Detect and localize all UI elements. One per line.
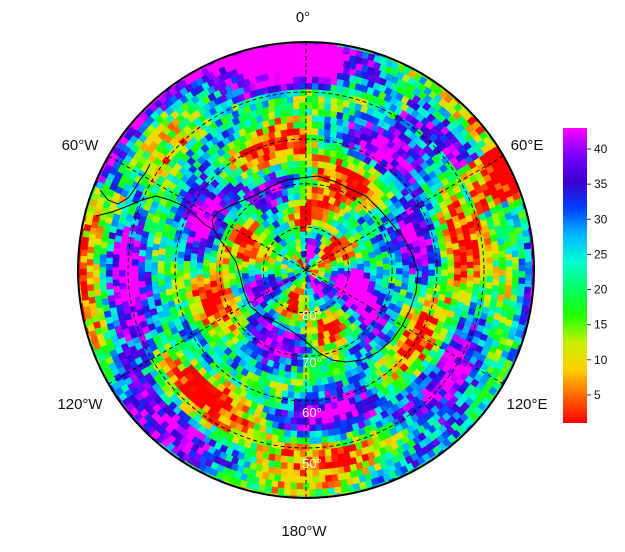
colorbar-tick-label: 15: [594, 318, 608, 332]
lat-label-50: 50°: [302, 456, 322, 471]
lat-label-70: 70°: [302, 355, 322, 370]
latitude-circle: [127, 91, 485, 449]
colorbar-tick-label: 25: [594, 247, 608, 261]
colorbar-tick-label: 40: [594, 142, 608, 156]
lon-label-120e: 120°E: [506, 396, 547, 413]
colorbar-tick-label: 35: [594, 177, 608, 191]
map-boundary: [77, 41, 535, 499]
graticule: [108, 42, 504, 498]
meridian-line: [305, 269, 504, 385]
lon-label-60w: 60°W: [62, 137, 100, 154]
lat-label-80: 80°: [302, 308, 322, 323]
meridian-line: [305, 155, 504, 271]
colorbar-tick-label: 5: [594, 388, 601, 402]
antarctica-coastline: [95, 163, 419, 363]
meridian-line: [108, 155, 307, 271]
colorbar-tick-label: 10: [594, 353, 608, 367]
lon-label-60e: 60°E: [511, 137, 544, 154]
latitude-circle: [262, 226, 350, 314]
lon-label-120w: 120°W: [57, 396, 103, 413]
colorbar: 5 10 15 20 25 30 35 40: [563, 128, 608, 423]
colorbar-ticks: 5 10 15 20 25 30 35 40: [587, 142, 608, 402]
latitude-circle: [174, 138, 438, 402]
meridian-line: [108, 269, 307, 385]
lon-label-0: 0°: [296, 9, 310, 26]
colorbar-tick-label: 30: [594, 212, 608, 226]
lat-label-60: 60°: [302, 405, 322, 420]
colorbar-tick-label: 20: [594, 283, 608, 297]
lon-label-180w: 180°W: [281, 523, 327, 540]
colorbar-gradient: [563, 128, 587, 423]
